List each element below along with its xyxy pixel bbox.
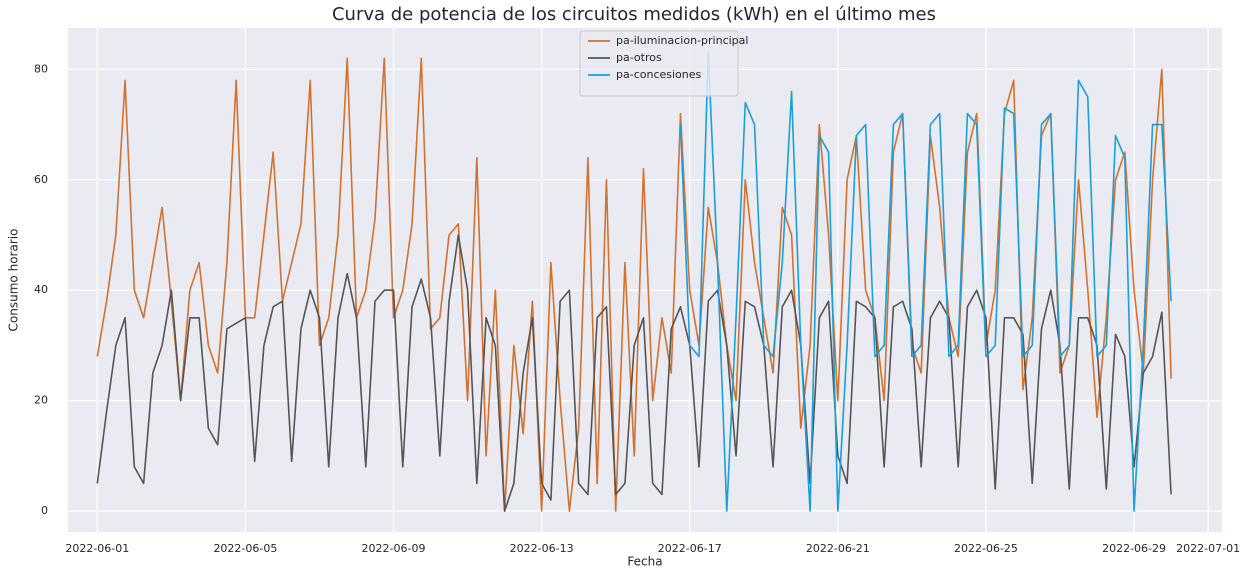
chart-title: Curva de potencia de los circuitos medid…	[332, 4, 936, 25]
y-tick-label: 0	[41, 504, 48, 517]
y-tick-label: 40	[34, 283, 48, 296]
x-axis-label: Fecha	[627, 555, 662, 569]
y-axis-label: Consumo horario	[7, 229, 21, 332]
legend-box	[579, 30, 739, 97]
y-tick-label: 20	[34, 394, 48, 407]
x-tick-label: 2022-06-17	[658, 542, 722, 555]
x-tick-label: 2022-06-21	[806, 542, 870, 555]
y-tick-label: 80	[34, 62, 48, 75]
series-line	[679, 52, 1172, 512]
x-tick-label: 2022-06-29	[1102, 542, 1166, 555]
series-line	[96, 234, 1172, 512]
x-tick-label: 2022-06-09	[362, 542, 426, 555]
x-tick-label: 2022-06-01	[65, 542, 129, 555]
x-tick-label: 2022-06-05	[213, 542, 277, 555]
legend: pa-iluminacion-principal pa-otros pa-conce…	[579, 30, 748, 97]
y-tick-label: 60	[34, 173, 48, 186]
x-tick-label: 2022-06-25	[954, 542, 1018, 555]
series-line	[96, 57, 1172, 512]
legend-label: pa-concesiones	[616, 68, 702, 81]
legend-label: pa-iluminacion-principal	[616, 34, 748, 47]
x-tick-label: 2022-06-13	[510, 542, 574, 555]
plot-background	[68, 28, 1222, 532]
legend-label: pa-otros	[616, 51, 662, 64]
x-tick-label: 2022-07-01	[1176, 542, 1240, 555]
